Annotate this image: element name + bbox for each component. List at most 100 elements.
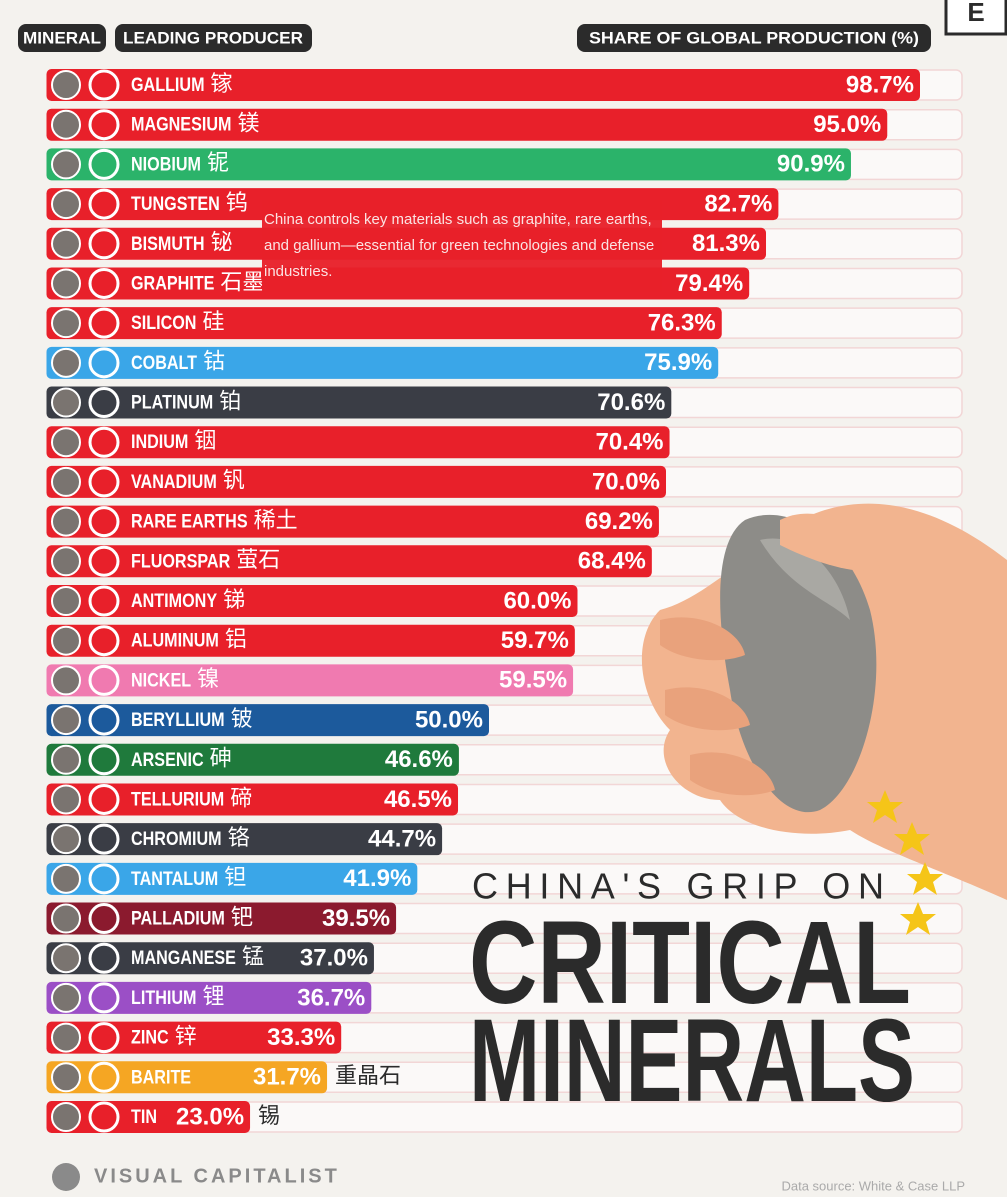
chart-title-main: MINERALS: [469, 995, 915, 1127]
mineral-icon: [51, 586, 81, 616]
flag-icon: [88, 188, 120, 220]
flag-icon: [88, 863, 120, 895]
bar: [46, 545, 652, 578]
hand-illustration: [641, 503, 1007, 935]
bar: [46, 505, 659, 538]
category-label: ZINC: [131, 1026, 169, 1048]
bar: [46, 148, 851, 181]
chinese-label: 钒: [223, 468, 245, 493]
chinese-label: 钴: [203, 349, 225, 374]
mineral-icon: [51, 943, 81, 974]
category-label: MANGANESE: [131, 947, 236, 969]
value-label: 70.4%: [595, 429, 663, 456]
chinese-label: 铌: [207, 150, 229, 175]
bar: [46, 704, 489, 737]
category-label: NIOBIUM: [131, 153, 201, 175]
bar: [46, 783, 459, 816]
category-label: ARSENIC: [131, 749, 204, 771]
chinese-label: 钽: [224, 865, 246, 890]
logo-box: [944, 0, 1007, 36]
chinese-label: 铟: [194, 428, 216, 453]
chart-title-main: CRITICAL: [469, 897, 911, 1029]
value-label: 50.0%: [415, 706, 483, 733]
mineral-icon: [51, 387, 81, 418]
value-label: 36.7%: [297, 984, 365, 1011]
category-label: BARITE: [131, 1066, 191, 1088]
category-label: LITHIUM: [131, 987, 196, 1009]
mineral-icon: [51, 149, 81, 180]
flag-icon: [88, 307, 120, 339]
value-label: 68.4%: [578, 548, 646, 575]
value-label: 31.7%: [253, 1064, 321, 1091]
mineral-icon: [51, 982, 81, 1013]
chinese-label: 锌: [175, 1023, 197, 1048]
mineral-icon: [51, 1022, 81, 1053]
chinese-label: 锑: [223, 587, 245, 612]
value-label: 33.3%: [267, 1024, 335, 1051]
chinese-label: 重晶石: [335, 1063, 401, 1088]
chinese-label: 锰: [242, 944, 264, 969]
bar: [46, 1021, 342, 1054]
bar: [46, 426, 670, 459]
chinese-label: 石墨: [220, 269, 264, 294]
bar: [46, 981, 372, 1014]
mineral-icon: [51, 427, 81, 458]
chinese-label: 镁: [237, 111, 259, 136]
flag-icon: [88, 466, 120, 498]
flag-icon: [88, 823, 120, 855]
brand: VISUAL CAPITALIST: [94, 1165, 340, 1187]
mineral-icon: [51, 546, 81, 577]
mineral-icon: [51, 70, 81, 100]
category-label: NICKEL: [131, 669, 191, 691]
value-label: 41.9%: [343, 865, 411, 892]
mineral-icon: [51, 228, 81, 259]
chinese-label: 镓: [211, 71, 233, 96]
category-label: TUNGSTEN: [131, 193, 220, 215]
value-label: 90.9%: [777, 151, 845, 178]
category-label: SILICON: [131, 312, 196, 334]
chinese-label: 铬: [228, 825, 250, 850]
value-label: 59.5%: [499, 667, 567, 694]
value-label: 46.5%: [384, 786, 452, 813]
annotation-box: [262, 200, 662, 292]
value-label: 70.0%: [592, 468, 660, 495]
flag-icon: [88, 545, 120, 577]
chinese-label: 铝: [225, 627, 247, 652]
category-label: TANTALUM: [131, 868, 218, 890]
mineral-icon: [51, 466, 81, 497]
mineral-icon: [51, 903, 81, 934]
mineral-icon: [51, 784, 81, 815]
chinese-label: 碲: [230, 785, 252, 810]
category-label: PALLADIUM: [131, 907, 225, 929]
flag-icon: [88, 228, 120, 260]
chinese-label: 铂: [219, 388, 241, 413]
logo: E: [967, 0, 984, 27]
flag-icon: [88, 109, 120, 141]
value-label: 60.0%: [503, 587, 571, 614]
flag-icon: [88, 744, 120, 776]
chinese-label: 镍: [197, 666, 219, 691]
category-label: BISMUTH: [131, 233, 205, 255]
category-label: CHROMIUM: [131, 828, 222, 850]
value-label: 95.0%: [813, 111, 881, 138]
flag-icon: [88, 148, 120, 180]
header-label: SHARE OF GLOBAL PRODUCTION (%): [589, 28, 919, 47]
bar: [46, 743, 459, 776]
category-label: RARE EARTHS: [131, 510, 248, 532]
mineral-icon: [51, 705, 81, 736]
mineral-icon: [51, 1102, 81, 1132]
chinese-label: 砷: [210, 746, 232, 771]
value-label: 98.7%: [846, 71, 914, 98]
mineral-icon: [51, 109, 81, 140]
flag-icon: [88, 426, 120, 458]
mineral-icon: [51, 665, 81, 696]
bar: [46, 942, 374, 975]
mineral-icon: [51, 347, 81, 378]
flag-icon: [88, 267, 120, 299]
header-label: LEADING PRODUCER: [123, 28, 303, 47]
flag-icon: [88, 1101, 120, 1133]
flag-icon: [88, 387, 120, 419]
category-label: ALUMINUM: [131, 629, 219, 651]
category-label: MAGNESIUM: [131, 113, 231, 135]
